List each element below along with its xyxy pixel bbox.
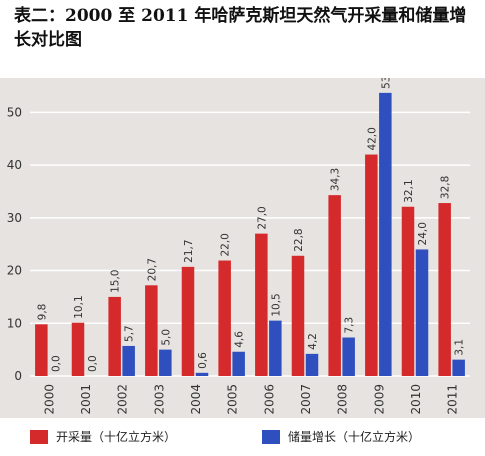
data-label: 10,5 — [270, 293, 282, 316]
data-label: 24,0 — [417, 222, 429, 245]
x-tick-label: 2011 — [446, 384, 460, 415]
x-tick-label: 2002 — [116, 384, 130, 415]
bar-chart: 0 10 20 30 40 50 9,8 0,0 2000 10,1 0,0 2001 15,0 5,7 2… — [7, 65, 470, 415]
plot-area: 0 10 20 30 40 50 9,8 0,0 2000 10,1 0,0 2001 15,0 5,7 2… — [0, 65, 485, 418]
bar-reserves — [159, 349, 172, 376]
x-tick-label: 2008 — [336, 384, 350, 415]
data-label: 0,0 — [50, 355, 62, 372]
legend-swatch-production — [30, 429, 48, 444]
bar-production — [291, 255, 305, 376]
y-tick-label: 50 — [7, 105, 22, 119]
legend-item-production: 开采量（十亿立方米） — [30, 428, 176, 445]
data-label: 27,0 — [256, 206, 268, 229]
data-label: 32,1 — [403, 179, 415, 202]
y-tick-label: 20 — [7, 264, 22, 278]
data-label: 4,2 — [307, 333, 319, 350]
data-label: 4,6 — [234, 331, 246, 348]
bar-production — [35, 324, 48, 376]
data-label: 53,7 — [380, 78, 392, 89]
x-tick-label: 2007 — [299, 384, 313, 415]
data-label: 20,7 — [146, 258, 158, 281]
data-label: 42,0 — [366, 127, 378, 150]
legend-label-reserves: 储量增长（十亿立方米） — [288, 430, 421, 444]
bar-production — [401, 206, 415, 376]
x-tick-label: 2006 — [262, 384, 276, 415]
data-label: 9,8 — [36, 304, 48, 321]
data-label: 21,7 — [183, 239, 195, 262]
data-label: 22,0 — [220, 233, 232, 256]
data-label: 22,8 — [293, 228, 305, 251]
bar-reserves — [305, 353, 319, 376]
data-label: 3,1 — [454, 339, 466, 356]
bar-reserves — [232, 351, 245, 376]
x-tick-label: 2000 — [42, 384, 56, 415]
bar-reserves — [415, 249, 429, 376]
chart-title: 表二：2000 至 2011 年哈萨克斯坦天然气开采量和储量增长对比图 — [14, 6, 467, 50]
bar-production — [181, 266, 195, 376]
bar-reserves — [379, 92, 392, 376]
y-tick-label: 30 — [7, 211, 22, 225]
x-tick-label: 2004 — [189, 384, 203, 415]
data-label: 5,0 — [160, 329, 172, 346]
bar-production — [108, 296, 121, 376]
bar-reserves — [452, 359, 465, 376]
legend-swatch-reserves — [262, 429, 280, 444]
data-label: 34,3 — [330, 168, 342, 191]
data-label: 32,8 — [440, 176, 452, 199]
bar-production — [255, 233, 268, 376]
data-label: 0,0 — [87, 355, 99, 372]
bar-reserves — [269, 320, 282, 376]
bar-production — [438, 203, 451, 376]
x-tick-label: 2001 — [79, 384, 93, 415]
y-tick-label: 40 — [7, 158, 22, 172]
legend: 开采量（十亿立方米） 储量增长（十亿立方米） — [0, 428, 485, 448]
data-label: 15,0 — [110, 270, 122, 293]
data-label: 5,7 — [124, 325, 136, 342]
bar-reserves — [195, 372, 209, 376]
x-tick-label: 2003 — [152, 384, 166, 415]
legend-item-reserves: 储量增长（十亿立方米） — [262, 428, 420, 445]
data-label: 0,6 — [197, 352, 209, 369]
legend-label-production: 开采量（十亿立方米） — [56, 430, 177, 444]
y-tick-label: 10 — [7, 316, 22, 330]
bar-production — [328, 195, 341, 376]
bar-production — [365, 154, 378, 376]
bar-production — [218, 260, 231, 376]
bar-reserves — [122, 345, 135, 376]
data-label: 7,3 — [344, 317, 356, 334]
y-tick-label: 0 — [14, 369, 22, 383]
bar-reserves — [342, 337, 355, 376]
x-tick-label: 2009 — [372, 384, 386, 415]
bar-production — [71, 322, 85, 376]
x-tick-label: 2005 — [226, 384, 240, 415]
x-tick-label: 2010 — [409, 384, 423, 415]
bar-production — [145, 285, 158, 376]
data-label: 10,1 — [73, 295, 85, 318]
